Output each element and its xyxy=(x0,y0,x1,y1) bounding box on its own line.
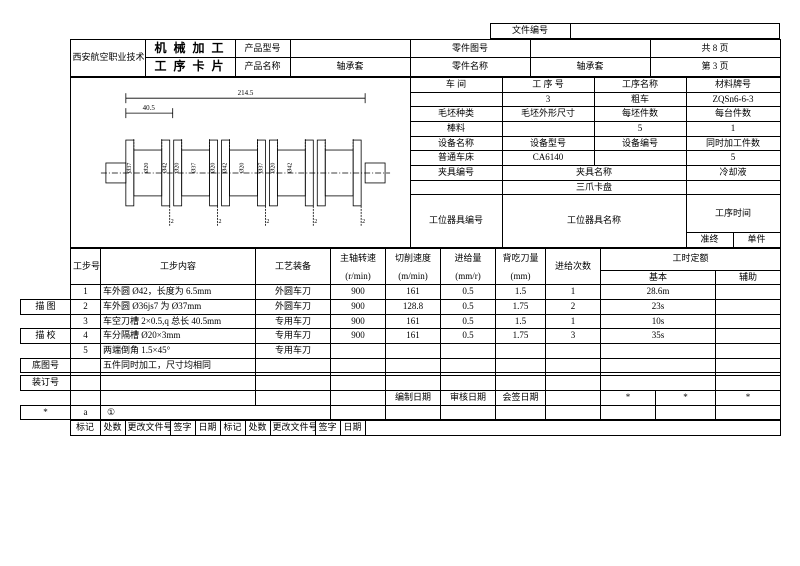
process-time-lbl: 工序时间 xyxy=(686,195,780,233)
coolant-lbl: 冷却液 xyxy=(686,166,780,181)
process-no: 3 xyxy=(502,92,594,107)
equip-hdr: 工艺装备 xyxy=(256,248,331,285)
per-unit-lbl: 每台件数 xyxy=(686,107,780,122)
left-label: 描 校 xyxy=(21,329,71,344)
svg-text:Ø37: Ø37 xyxy=(191,163,197,173)
step-no-hdr: 工步号 xyxy=(71,248,101,285)
fixture-no-lbl: 夹具编号 xyxy=(410,166,502,181)
blank-type-lbl: 毛坯种类 xyxy=(410,107,502,122)
doc-no-label: 文件编号 xyxy=(490,24,570,39)
station-no-lbl: 工位器具编号 xyxy=(410,195,502,247)
process-name-lbl: 工序名称 xyxy=(594,77,686,92)
card-title2: 工 序 卡 片 xyxy=(145,58,235,77)
process-card: 文件编号 西安航空职业技术学院 机 械 加 工 产品型号 零件图号 共 8 页 … xyxy=(20,23,780,543)
part-name-lbl: 零件名称 xyxy=(410,58,530,77)
upper-block: 214.5 40.5 xyxy=(20,77,781,248)
svg-text:214.5: 214.5 xyxy=(237,89,253,97)
fixture-name: 三爪卡盘 xyxy=(502,180,686,195)
depth-hdr: 背吃刀量 xyxy=(496,248,546,270)
doc-no-row: 文件编号 xyxy=(20,23,780,39)
prep-lbl: 准终 xyxy=(687,233,734,247)
simul-lbl: 同时加工件数 xyxy=(686,136,780,151)
table-row: 5两端倒角 1.5×45°专用车刀 xyxy=(21,344,781,359)
svg-text:2: 2 xyxy=(362,219,365,225)
note: 五件同时加工，尺寸均相同 xyxy=(101,358,256,373)
svg-text:Ø20: Ø20 xyxy=(174,163,180,173)
spindle-hdr: 主轴转速 xyxy=(331,248,386,270)
per-blank-lbl: 每坯件数 xyxy=(594,107,686,122)
aux-hdr: 辅助 xyxy=(716,270,781,285)
svg-text:2: 2 xyxy=(266,219,269,225)
svg-text:Ø20: Ø20 xyxy=(210,163,216,173)
material-lbl: 材料牌号 xyxy=(686,77,780,92)
workshop-lbl: 车 间 xyxy=(410,77,502,92)
table-row: * a ① xyxy=(21,405,781,420)
svg-text:2: 2 xyxy=(218,219,221,225)
station-name-lbl: 工位器具名称 xyxy=(502,195,686,247)
speed-hdr: 切削速度 xyxy=(386,248,441,270)
svg-text:2: 2 xyxy=(170,219,173,225)
part-name: 轴承套 xyxy=(530,58,650,77)
school: 西安航空职业技术学院 xyxy=(70,39,145,76)
blank-dim-lbl: 毛坯外形尺寸 xyxy=(502,107,594,122)
prod-name-lbl: 产品名称 xyxy=(235,58,290,77)
svg-text:2: 2 xyxy=(314,219,317,225)
equip-name: 普通车床 xyxy=(410,151,502,166)
process-name: 粗车 xyxy=(594,92,686,107)
header-table: 西安航空职业技术学院 机 械 加 工 产品型号 零件图号 共 8 页 工 序 卡… xyxy=(20,39,781,77)
per-unit: 1 xyxy=(686,121,780,136)
svg-text:Ø37: Ø37 xyxy=(258,163,264,173)
sign-lbl: 会签日期 xyxy=(496,391,546,406)
equip-name-lbl: 设备名称 xyxy=(410,136,502,151)
footer-marks: 标记 处数 更改文件号 签字 日期 标记 处数 更改文件号 签字 日期 xyxy=(20,420,781,436)
content-hdr: 工步内容 xyxy=(101,248,256,285)
left-label: 底图号 xyxy=(21,358,71,373)
prod-name: 轴承套 xyxy=(290,58,410,77)
material: ZQSn6-6-3 xyxy=(686,92,780,107)
part-drawing-lbl: 零件图号 xyxy=(410,39,530,58)
svg-text:Ø20: Ø20 xyxy=(270,163,276,173)
svg-text:40.5: 40.5 xyxy=(142,104,155,112)
svg-text:Ø20: Ø20 xyxy=(143,163,149,173)
table-row: 描 图 2车外圆 Ø36js7 为 Ø37mm外圆车刀900128.80.51.… xyxy=(21,299,781,314)
mark-label: 标记 xyxy=(70,421,100,436)
review-lbl: 审核日期 xyxy=(441,391,496,406)
left-label: * xyxy=(21,405,71,420)
table-row: 1车外圆 Ø42，长度为 6.5mm外圆车刀9001610.51.5128.6m xyxy=(21,285,781,300)
technical-drawing: 214.5 40.5 xyxy=(71,78,410,247)
table-row: 描 校 4车分隔槽 Ø20×3mm专用车刀9001610.51.75335s xyxy=(21,329,781,344)
total-pages: 共 8 页 xyxy=(650,39,780,58)
left-label: 描 图 xyxy=(21,299,71,314)
table-row: 底图号 五件同时加工，尺寸均相同 xyxy=(21,358,781,373)
table-row: 3车空刀槽 2×0.5,q 总长 40.5mm专用车刀9001610.51.51… xyxy=(21,314,781,329)
equip-model: CA6140 xyxy=(502,151,594,166)
basic-hdr: 基本 xyxy=(601,270,716,285)
card-title1: 机 械 加 工 xyxy=(145,39,235,58)
svg-text:Ø42: Ø42 xyxy=(287,163,293,173)
passes-hdr: 进给次数 xyxy=(546,248,601,285)
per-blank: 5 xyxy=(594,121,686,136)
prod-model-lbl: 产品型号 xyxy=(235,39,290,58)
page-no: 第 3 页 xyxy=(650,58,780,77)
equip-no-lbl: 设备编号 xyxy=(594,136,686,151)
steps-table: 工步号 工步内容 工艺装备 主轴转速 切削速度 进给量 背吃刀量 进给次数 工时… xyxy=(20,248,781,421)
process-no-lbl: 工 序 号 xyxy=(502,77,594,92)
fixture-name-lbl: 夹具名称 xyxy=(502,166,686,181)
simul: 5 xyxy=(686,151,780,166)
quota-hdr: 工时定额 xyxy=(601,248,781,270)
equip-model-lbl: 设备型号 xyxy=(502,136,594,151)
svg-text:Ø42: Ø42 xyxy=(162,163,168,173)
blank-type: 棒料 xyxy=(410,121,502,136)
left-label: 装订号 xyxy=(21,376,71,391)
svg-text:Ø20: Ø20 xyxy=(239,163,245,173)
svg-text:Ø37: Ø37 xyxy=(126,163,132,173)
table-row: 装订号 xyxy=(21,376,781,391)
svg-text:Ø42: Ø42 xyxy=(222,163,228,173)
piece-lbl: 单件 xyxy=(733,233,780,247)
feed-hdr: 进给量 xyxy=(441,248,496,270)
compile-lbl: 编制日期 xyxy=(386,391,441,406)
